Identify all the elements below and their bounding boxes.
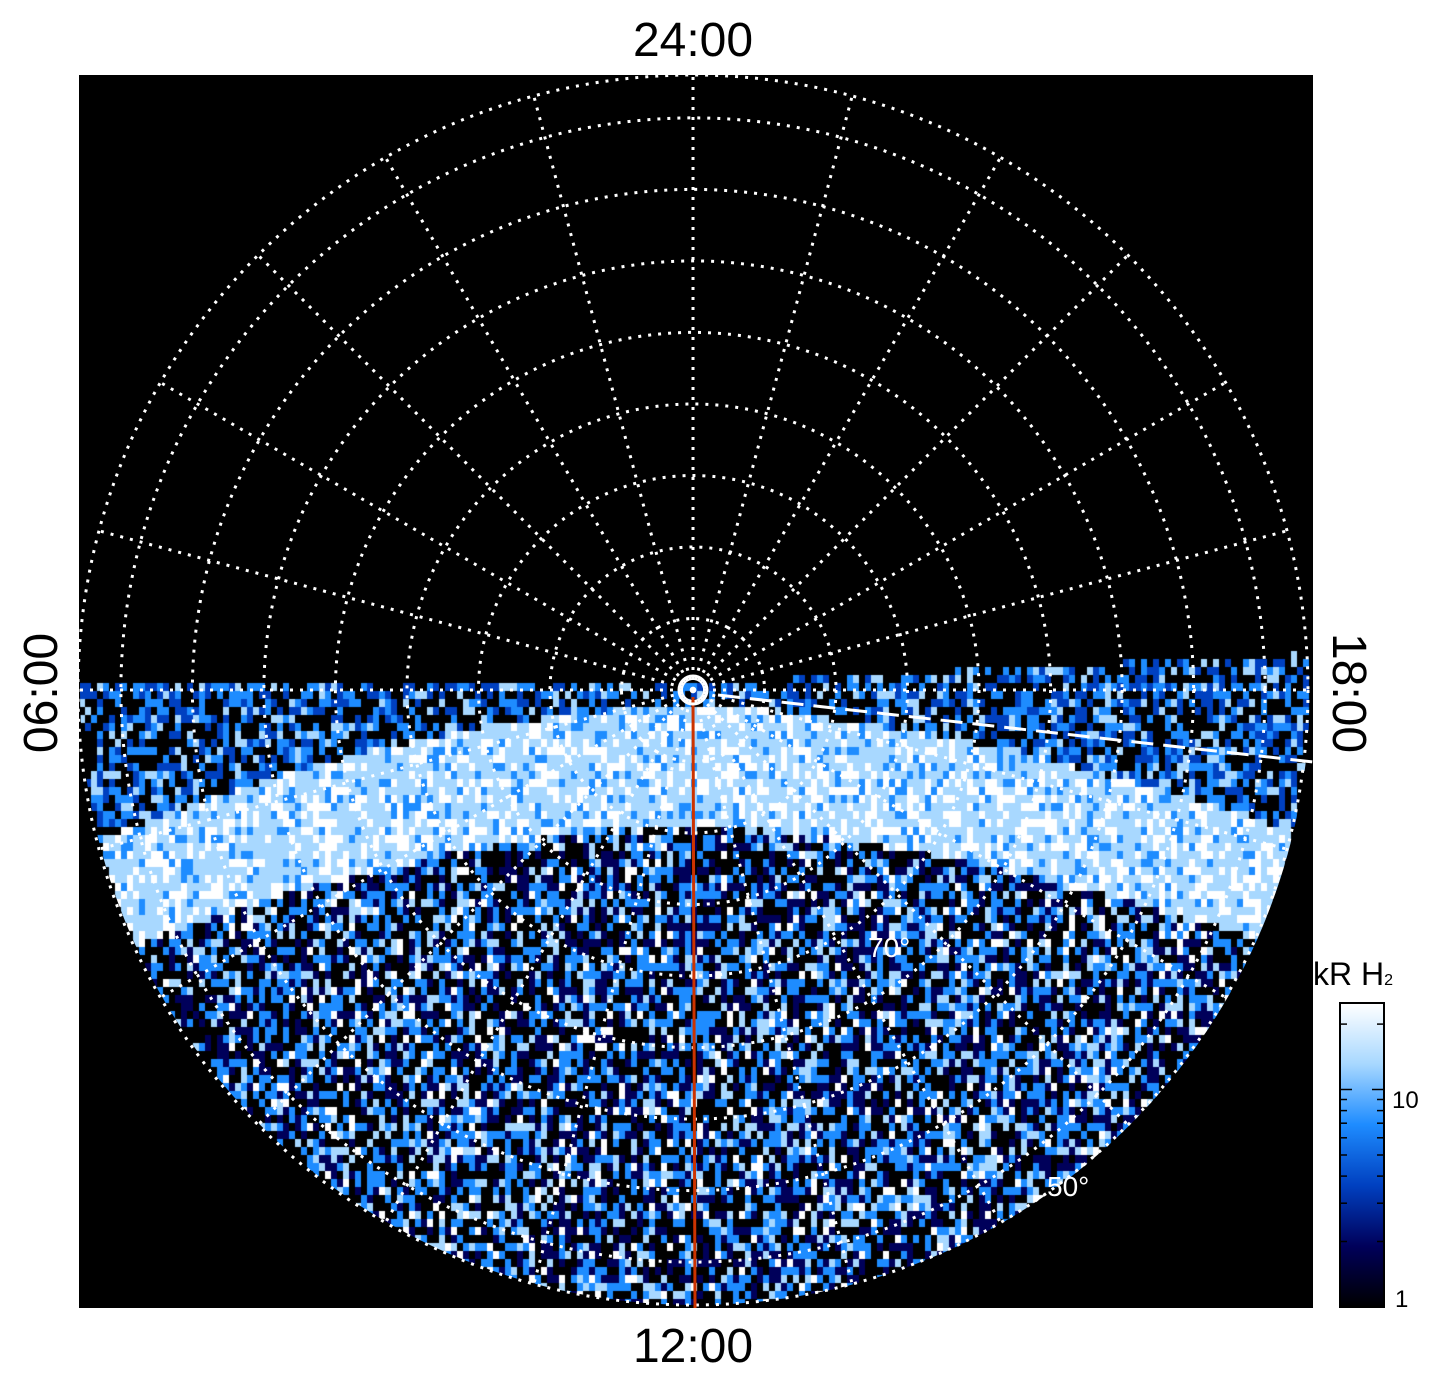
lt-spoke [532,689,695,1285]
local-time-label-right: 18:00 [1322,633,1375,753]
local-time-label-left: 06:00 [15,633,68,753]
colorbar-minor-ticks [1340,1023,1384,1243]
lat-label-70: 70° [868,932,910,963]
lt-spoke [691,95,854,691]
lt-spoke [384,689,695,1224]
lt-spoke [691,688,1129,1126]
lt-spoke [159,381,694,692]
local-time-label-bottom: 12:00 [633,1320,753,1373]
lt-spoke [692,688,1288,851]
polar-grid [76,73,1310,1307]
colorbar: kR H2 10 1 [1313,956,1419,1313]
lt-spoke [691,689,1002,1224]
lt-spoke [692,381,1227,692]
colorbar-title: kR H2 [1313,956,1393,992]
lt-spoke [257,254,695,692]
noon-meridian-line [691,696,697,1309]
lt-spoke [257,688,695,1126]
lt-spoke [98,529,694,692]
local-time-label-top: 24:00 [633,14,753,67]
lt-spoke [532,95,695,691]
dashed-boundary-line [717,693,1314,764]
colorbar-tick-label-10: 10 [1392,1087,1419,1114]
lat-ring [477,474,909,906]
lt-spoke [692,688,1227,999]
lt-spoke [159,688,694,999]
colorbar-tick-label-1: 1 [1395,1286,1408,1313]
lt-spoke [98,688,694,851]
pole-marker [677,674,709,706]
lat-ring [405,402,981,978]
lt-spoke [691,156,1002,691]
lat-label-50: 50° [1047,1171,1089,1202]
lt-spoke [691,254,1129,692]
outer-ring [76,73,1310,1307]
lat-ring [262,259,1124,1121]
lt-spoke [384,156,695,691]
lt-spoke [692,529,1288,692]
lt-spoke [691,689,854,1285]
